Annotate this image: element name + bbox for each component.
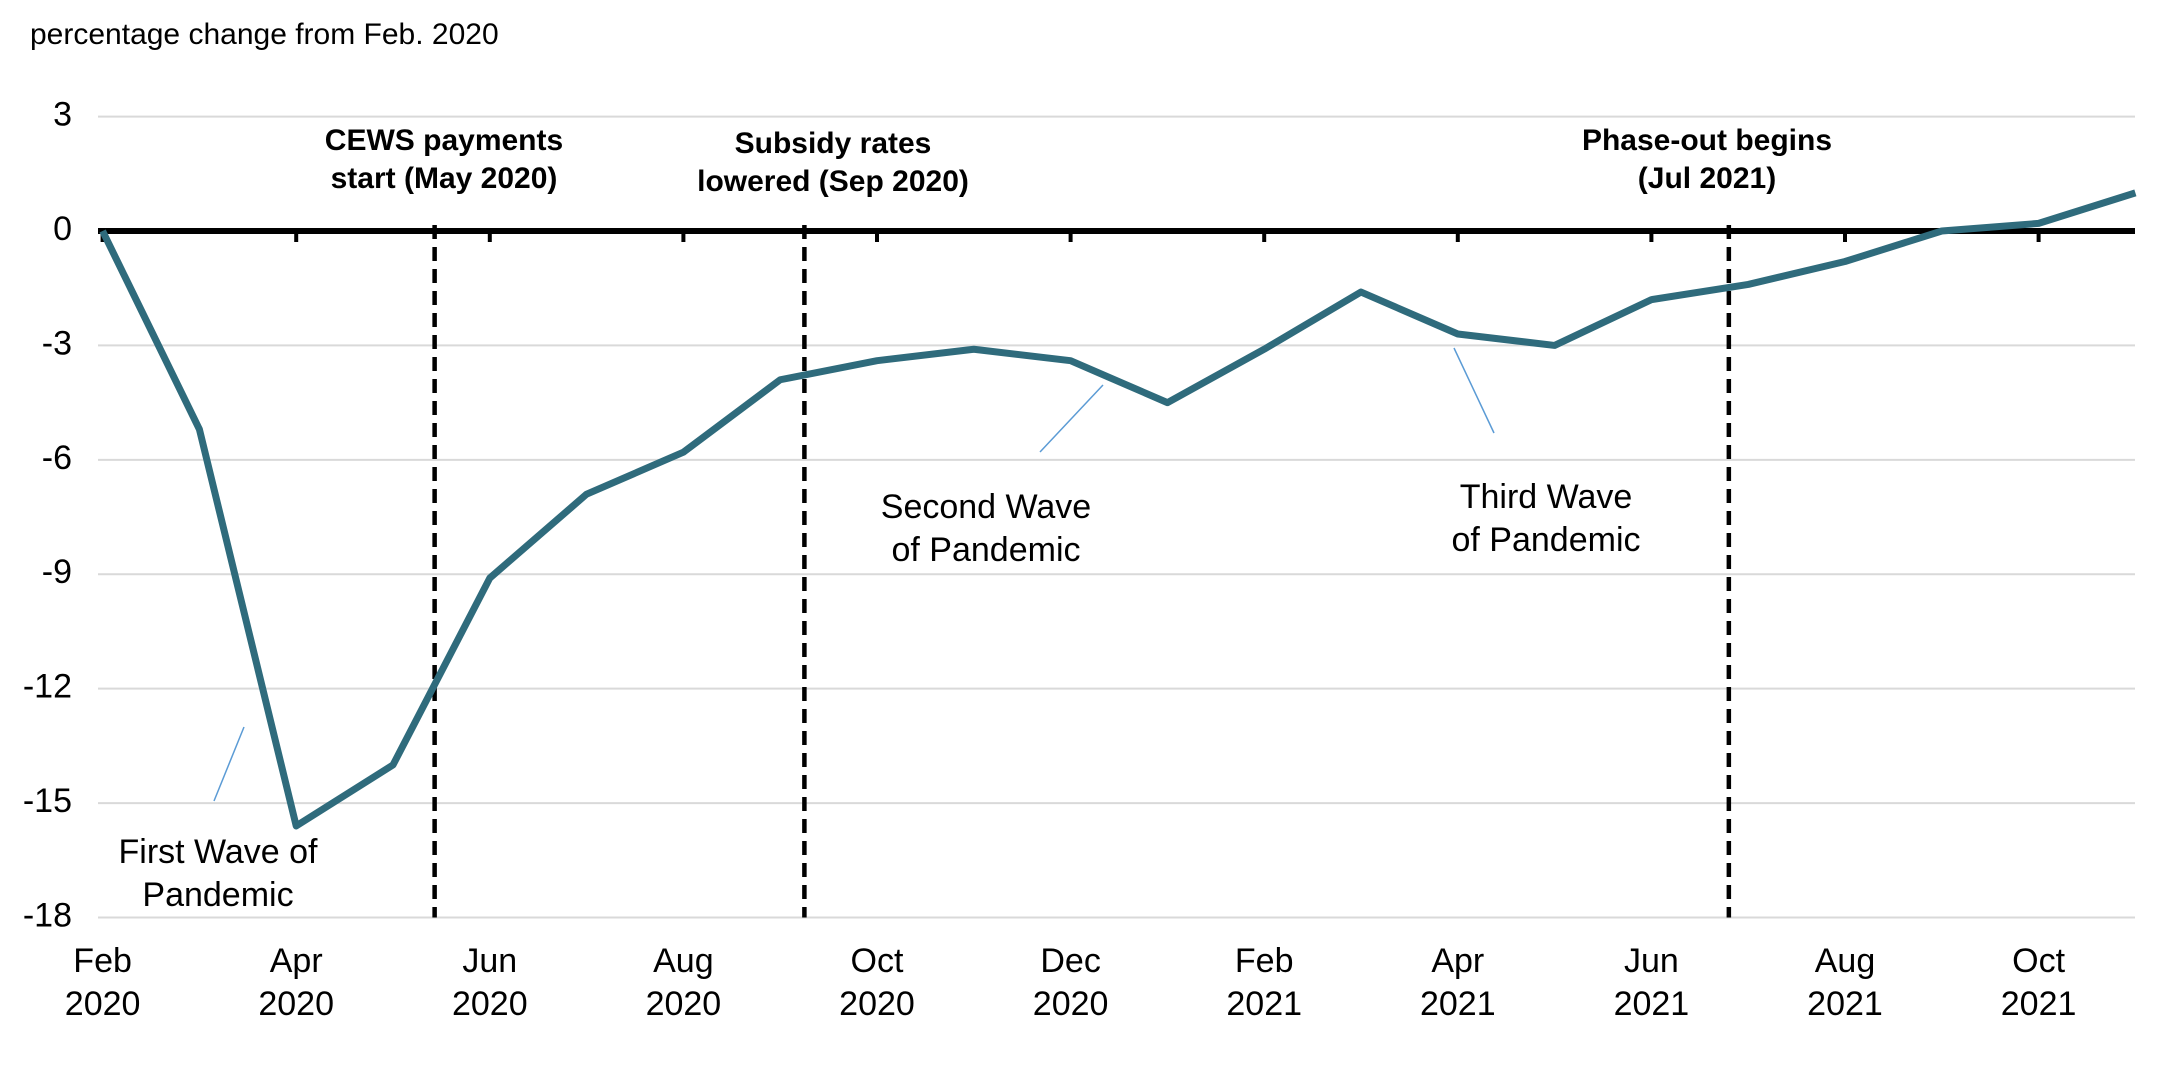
y-tick-label: 3 [53, 96, 72, 134]
x-tick-label: Apr 2021 [1419, 942, 1496, 1023]
wave-label: Pandemic [142, 876, 293, 914]
wave-label: Second Wave [881, 488, 1091, 526]
x-tick-label: Jun 2021 [1613, 942, 1690, 1023]
wave-label: of Pandemic [892, 531, 1081, 569]
event-label: (Jul 2021) [1638, 162, 1776, 195]
x-tick-label: Feb 2021 [1226, 942, 1303, 1023]
data-line [99, 189, 2137, 830]
y-tick-label: -12 [23, 668, 72, 706]
x-tick-label: Apr 2020 [258, 942, 335, 1023]
x-tick-label: Aug 2021 [1807, 942, 1883, 1023]
y-tick-label: -9 [42, 553, 72, 591]
leader-line [213, 726, 245, 802]
y-tick-label: -18 [23, 896, 72, 934]
wave-label: of Pandemic [1452, 521, 1641, 559]
x-tick-label: Feb 2020 [64, 942, 141, 1023]
y-tick-label: -6 [42, 439, 72, 477]
y-axis-label: percentage change from Feb. 2020 [30, 18, 499, 51]
y-tick-label: -15 [23, 782, 72, 820]
event-label: start (May 2020) [331, 162, 558, 195]
event-label: CEWS payments [325, 124, 563, 157]
x-tick-label: Jun 2020 [451, 942, 528, 1023]
x-tick-label: Oct 2020 [839, 942, 915, 1023]
y-tick-label: -3 [42, 324, 72, 362]
leader-line [1453, 347, 1495, 434]
wave-label: First Wave of [119, 833, 319, 871]
y-tick-label: 0 [53, 210, 72, 248]
x-tick-label: Dec 2020 [1032, 942, 1109, 1023]
event-label: Phase-out begins [1582, 124, 1832, 157]
wave-label: Third Wave [1460, 478, 1633, 516]
x-tick-label: Oct 2021 [2000, 942, 2077, 1023]
x-tick-label: Aug 2020 [645, 942, 722, 1023]
leader-line [1039, 384, 1104, 453]
event-label: Subsidy rates [735, 127, 932, 160]
event-label: lowered (Sep 2020) [697, 165, 969, 198]
